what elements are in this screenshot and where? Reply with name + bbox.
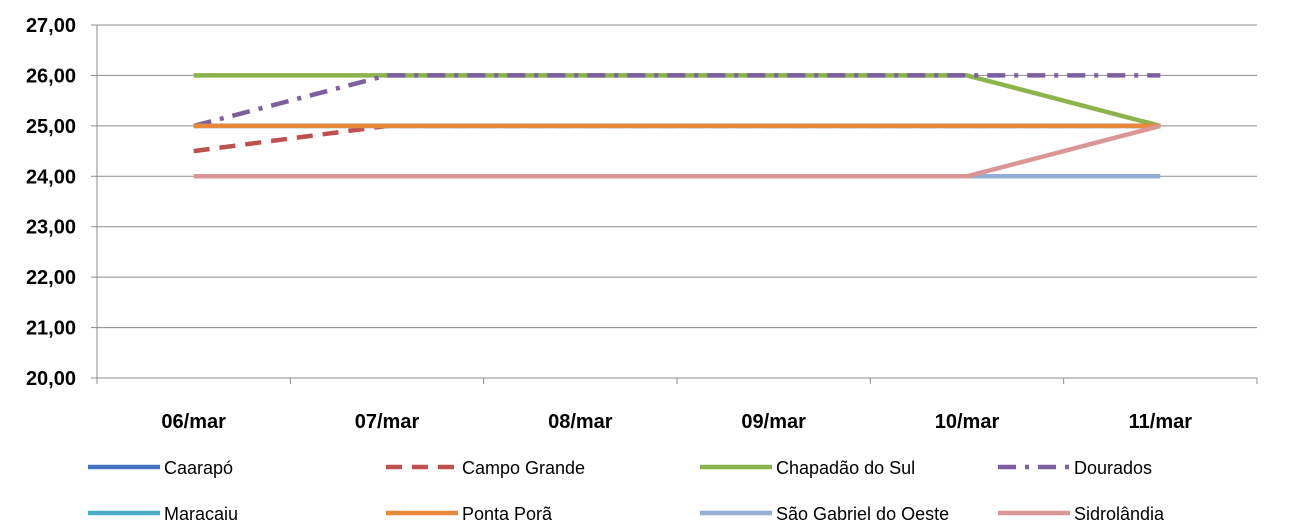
y-tick-label: 24,00	[26, 166, 76, 188]
series-line-chapadao-do-sul	[193, 73, 1161, 129]
x-tick-label: 06/mar	[161, 411, 226, 433]
series-lines	[193, 73, 1161, 179]
x-tick-label: 07/mar	[355, 411, 420, 433]
y-tick-label: 20,00	[26, 368, 76, 390]
legend: Caarapó Campo Grande Chapadão do Sul Dourad…	[88, 458, 1165, 520]
y-tick-label: 21,00	[26, 318, 76, 340]
x-axis-tick-labels: 06/mar 07/mar 08/mar 09/mar 10/mar 11/mar	[161, 411, 1192, 433]
x-tick-label: 11/mar	[1129, 411, 1193, 433]
legend-label: Chapadão do Sul	[776, 458, 915, 478]
legend-label: Ponta Porã	[462, 504, 553, 520]
x-tick-label: 10/mar	[935, 411, 1000, 433]
y-tick-label: 22,00	[26, 267, 76, 289]
axes	[91, 24, 1258, 384]
series-line-sidrolandia	[193, 123, 1161, 179]
x-tick-label: 09/mar	[741, 411, 806, 433]
legend-label: Caarapó	[164, 458, 233, 478]
legend-label: Dourados	[1074, 458, 1152, 478]
legend-label: Maracaju	[164, 504, 238, 520]
y-tick-label: 25,00	[26, 116, 76, 138]
series-line-dourados	[193, 73, 1161, 129]
y-tick-label: 23,00	[26, 217, 76, 239]
series-line-campo-grande	[193, 123, 1161, 154]
y-axis-tick-labels: 20,00 21,00 22,00 23,00 24,00 25,00 26,00 27,00	[26, 15, 76, 390]
legend-label: São Gabriel do Oeste	[776, 504, 949, 520]
y-tick-label: 27,00	[26, 15, 76, 37]
legend-label: Campo Grande	[462, 458, 585, 478]
legend-label: Sidrolândia	[1074, 504, 1165, 520]
x-tick-label: 08/mar	[548, 411, 613, 433]
y-tick-label: 26,00	[26, 65, 76, 87]
